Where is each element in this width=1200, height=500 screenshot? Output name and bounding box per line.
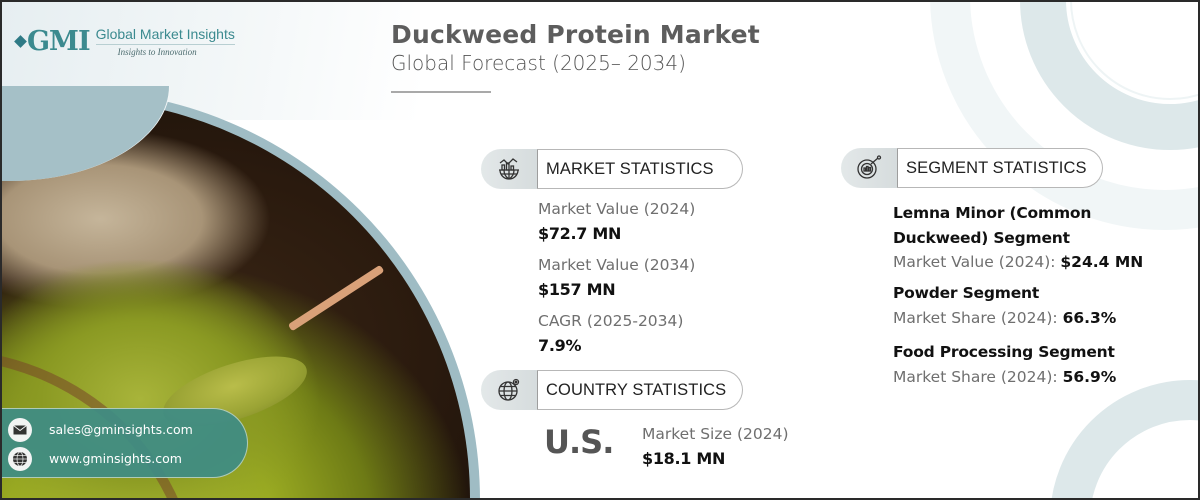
market-statistics-heading: MARKET STATISTICS — [537, 149, 743, 189]
contact-email[interactable]: sales@gminsights.com — [49, 422, 193, 437]
segment-stat-value: $24.4 MN — [1060, 253, 1144, 271]
contact-email-row[interactable]: sales@gminsights.com — [8, 415, 247, 444]
logo-mark-text: GMI — [27, 26, 91, 57]
logo-text: Global Market Insights Insights to Innov… — [95, 27, 235, 57]
segment-statistics-heading: SEGMENT STATISTICS — [897, 148, 1103, 188]
stat-label: CAGR (2025-2034) — [538, 312, 684, 330]
stat-value: $157 MN — [538, 280, 616, 299]
globe-pin-icon — [498, 378, 520, 401]
segment-statistics-header: SEGMENT STATISTICS — [841, 148, 1103, 188]
brand-name: Global Market Insights — [95, 27, 235, 45]
contact-website[interactable]: www.gminsights.com — [49, 451, 182, 466]
country-name: U.S. — [544, 423, 614, 461]
contact-website-row[interactable]: www.gminsights.com — [8, 444, 247, 473]
country-stat-label: Market Size (2024) — [642, 425, 789, 443]
country-statistics-heading: COUNTRY STATISTICS — [537, 370, 743, 410]
segment-title: Lemna Minor (Common Duckweed) Segment — [893, 201, 1091, 251]
segment-stat-line: Market Share (2024): 66.3% — [893, 309, 1116, 327]
segment-stat-label: Market Share (2024): — [893, 309, 1063, 327]
segment-statistics-icon-wrap — [841, 148, 897, 188]
segment-stat-value: 66.3% — [1062, 309, 1117, 327]
chart-globe-icon — [499, 158, 519, 180]
segment-stat-label: Market Value (2024): — [893, 253, 1061, 271]
globe-icon — [8, 446, 32, 471]
title-block: Duckweed Protein Market Global Forecast … — [391, 20, 760, 93]
segment-title: Powder Segment — [893, 284, 1040, 302]
title-divider — [391, 91, 491, 93]
stat-label: Market Value (2034) — [538, 256, 696, 274]
country-stat-value: $18.1 MN — [642, 449, 726, 468]
page-title: Duckweed Protein Market — [391, 20, 760, 49]
brand-logo[interactable]: GMI Global Market Insights Insights to I… — [14, 26, 235, 57]
logo-diamond-icon — [14, 35, 27, 48]
target-chart-icon — [857, 155, 882, 179]
country-statistics-icon-wrap — [481, 370, 537, 410]
decorative-ring — [1050, 380, 1200, 500]
market-statistics-header: MARKET STATISTICS — [481, 149, 743, 189]
logo-mark: GMI — [14, 26, 91, 57]
segment-title-line: Lemna Minor (Common — [893, 204, 1092, 222]
country-statistics-header: COUNTRY STATISTICS — [481, 370, 743, 410]
stat-value: $72.7 MN — [538, 224, 622, 243]
segment-title-line: Duckweed) Segment — [893, 229, 1070, 247]
segment-stat-value: 56.9% — [1062, 368, 1117, 386]
stat-value: 7.9% — [538, 336, 582, 355]
brand-tagline: Insights to Innovation — [117, 46, 197, 57]
segment-stat-line: Market Share (2024): 56.9% — [893, 368, 1116, 386]
contact-banner: sales@gminsights.com www.gminsights.com — [0, 408, 248, 478]
spoon-handle — [287, 264, 385, 332]
segment-title: Food Processing Segment — [893, 343, 1115, 361]
stat-label: Market Value (2024) — [538, 200, 696, 218]
market-statistics-icon-wrap — [481, 149, 537, 189]
envelope-icon — [8, 417, 32, 442]
page-subtitle: Global Forecast (2025– 2034) — [391, 51, 686, 75]
segment-stat-label: Market Share (2024): — [893, 368, 1063, 386]
segment-stat-line: Market Value (2024): $24.4 MN — [893, 253, 1143, 271]
